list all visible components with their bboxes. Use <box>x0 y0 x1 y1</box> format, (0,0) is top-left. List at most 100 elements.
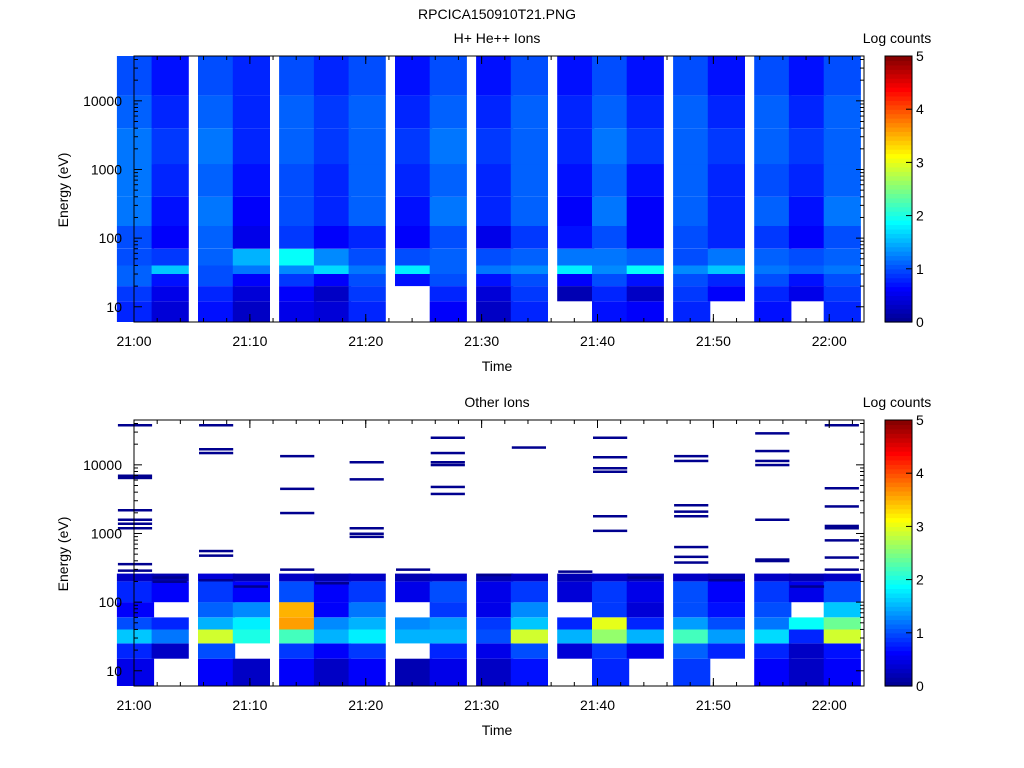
energy-line-mark <box>199 554 234 557</box>
heatmap-cell <box>348 286 386 302</box>
heatmap-cell <box>673 128 711 165</box>
heatmap-cell <box>348 301 386 322</box>
heatmap-cell <box>626 56 664 96</box>
heatmap-cell <box>626 581 664 603</box>
heatmap-cell <box>279 248 317 266</box>
heatmap-cell <box>754 274 792 287</box>
heatmap-cell <box>476 617 514 630</box>
y-tick-label: 10 <box>106 299 122 315</box>
heatmap-cell <box>395 617 433 630</box>
colorbar-segment <box>885 286 912 292</box>
heatmap-cell <box>626 286 664 302</box>
energy-line-mark <box>708 579 743 582</box>
colorbar-segment <box>885 521 912 527</box>
heatmap-cell <box>823 95 861 129</box>
heatmap-cell <box>348 164 386 197</box>
heatmap-cell <box>313 248 352 266</box>
heatmap-cell <box>626 301 664 322</box>
energy-line-mark <box>349 478 384 481</box>
heatmap-cell <box>151 95 189 129</box>
heatmap-cell <box>198 573 236 582</box>
heatmap-cell <box>707 643 745 659</box>
heatmap-cell <box>232 286 270 302</box>
heatmap-cell <box>348 643 386 659</box>
colorbar-segment <box>885 606 912 612</box>
heatmap-cell <box>348 248 386 266</box>
energy-line-mark <box>430 463 465 467</box>
heatmap-cell <box>232 265 270 274</box>
heatmap-cell <box>557 643 595 659</box>
colorbar-segment <box>885 539 912 545</box>
heatmap-cell <box>232 581 270 603</box>
energy-line-mark <box>396 568 431 571</box>
heatmap-cell <box>151 248 189 266</box>
energy-line-mark <box>199 424 234 427</box>
heatmap-cell <box>429 643 467 659</box>
energy-line-mark <box>593 515 628 518</box>
panel-1-title: H+ He++ Ions <box>454 30 541 46</box>
heatmap-cell <box>116 573 155 582</box>
heatmap-cell <box>313 164 352 197</box>
energy-line-mark <box>593 467 628 470</box>
colorbar-tick-label: 5 <box>916 412 924 428</box>
energy-line-mark <box>755 432 790 435</box>
colorbar-segment <box>885 180 912 186</box>
energy-line-mark <box>349 527 384 530</box>
colorbar-segment <box>885 126 912 132</box>
heatmap-cell <box>673 226 711 249</box>
heatmap-cell <box>198 286 236 302</box>
heatmap-cell <box>510 581 548 603</box>
heatmap-cell <box>673 265 711 274</box>
heatmap-cell <box>151 286 189 302</box>
heatmap-cell <box>429 128 467 165</box>
energy-line-mark <box>824 505 859 508</box>
colorbar-segment <box>885 548 912 554</box>
colorbar-tick-label: 5 <box>916 48 924 64</box>
colorbar-segment <box>885 561 912 567</box>
panel-1-plot-frame <box>133 55 865 323</box>
colorbar-segment <box>885 299 912 305</box>
heatmap-cell <box>754 286 792 302</box>
heatmap-cell <box>823 602 861 618</box>
colorbar-segment <box>885 171 912 177</box>
heatmap-cell <box>395 658 433 686</box>
heatmap-cell <box>823 265 861 274</box>
heatmap-cell <box>232 164 270 197</box>
colorbar-segment <box>885 60 912 66</box>
heatmap-cell <box>510 617 548 630</box>
heatmap-cell <box>592 164 630 197</box>
panel-1-xlabel: Time <box>482 358 513 374</box>
energy-line-mark <box>117 509 153 512</box>
heatmap-cell <box>313 658 352 686</box>
heatmap-cell <box>626 274 664 287</box>
colorbar-tick-label: 0 <box>916 314 924 330</box>
colorbar-segment <box>885 610 912 616</box>
heatmap-cell <box>313 226 352 249</box>
heatmap-cell <box>313 274 352 287</box>
heatmap-cell <box>395 265 433 274</box>
energy-line-mark <box>199 549 234 553</box>
energy-line-mark <box>593 470 628 473</box>
colorbar-segment <box>885 144 912 150</box>
heatmap-cell <box>510 643 548 659</box>
colorbar-segment <box>885 166 912 172</box>
colorbar-segment <box>885 437 912 443</box>
heatmap-cell <box>232 617 270 630</box>
heatmap-cell <box>476 226 514 249</box>
heatmap-cell <box>279 56 317 96</box>
colorbar-tick-label: 2 <box>916 208 924 224</box>
heatmap-cell <box>788 226 827 249</box>
colorbar-segment <box>885 246 912 252</box>
heatmap-cell <box>232 602 270 618</box>
heatmap-cell <box>232 56 270 96</box>
heatmap-cell <box>348 226 386 249</box>
heatmap-cell <box>116 581 155 603</box>
energy-line-mark <box>824 424 859 427</box>
heatmap-cell <box>116 226 155 249</box>
heatmap-cell <box>754 56 792 96</box>
panel-2-colorbar-label: Log counts <box>863 394 932 410</box>
energy-line-mark <box>824 556 859 559</box>
colorbar-segment <box>885 224 912 230</box>
colorbar-segment <box>885 588 912 594</box>
heatmap-cell <box>313 629 352 644</box>
